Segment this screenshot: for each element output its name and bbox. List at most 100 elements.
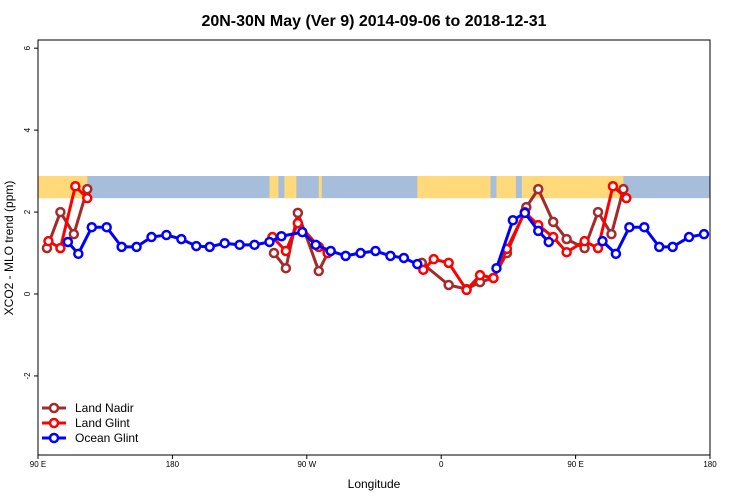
y-tick-label: 4 [23,127,32,132]
data-point [249,239,260,251]
land-region [496,176,516,199]
x-tick-label: 90 E [567,460,583,469]
data-point [385,250,396,262]
data-point [292,207,304,219]
land-region [284,176,297,199]
data-point [70,181,81,192]
legend-label: Ocean Glint [75,431,139,445]
data-point [276,230,287,242]
legend-marker [48,417,60,429]
series-line [47,184,89,250]
chart-title: 20N-30N May (Ver 9) 2014-09-06 to 2018-1… [201,13,546,30]
data-point [292,217,304,229]
data-point [488,272,499,284]
series-land-nadir [41,183,629,295]
data-point [443,257,454,269]
data-point [73,248,84,260]
x-tick-label: 90 E [30,460,46,469]
data-point [264,236,275,248]
x-tick-label: 90 W [297,460,316,469]
data-point [533,225,544,237]
data-point [543,236,554,248]
data-point [325,245,336,257]
data-point [55,242,66,254]
data-point [443,279,454,291]
data-point [491,262,502,274]
land-region [521,176,624,199]
data-point [610,248,622,260]
y-axis: 6 4 2 0 -2 [23,45,38,379]
x-tick-label: 180 [166,460,180,469]
data-point [683,231,695,243]
legend-item: Ocean Glint [42,431,139,445]
data-point [310,239,322,251]
data-point [146,231,157,243]
data-point [607,181,619,192]
x-tick-label: 180 [703,460,717,469]
data-point [191,240,202,252]
legend-item: Land Nadir [42,401,134,415]
data-point [624,221,635,233]
data-point [234,239,245,251]
data-point [519,207,531,219]
data-point [461,284,472,296]
data-point [219,237,230,249]
data-point [297,226,308,238]
data-point [653,241,665,253]
data-point [43,235,54,247]
data-point [561,233,572,245]
data-point [547,216,559,228]
y-axis-label: XCO2 - MLO trend (ppm) [2,181,16,316]
data-point [131,241,142,253]
legend-marker [48,432,60,444]
series-lines [41,181,710,296]
series-line [422,184,628,292]
legend-marker [48,402,60,414]
series-ocean-glint [62,207,710,274]
data-point [618,183,629,195]
data-point [533,183,544,195]
data-point [597,235,608,247]
y-tick-label: 6 [23,45,32,50]
data-point [82,183,93,195]
legend-label: Land Nadir [75,401,134,415]
y-tick-label: 0 [23,291,32,296]
data-point [621,192,632,204]
data-point [507,215,519,226]
data-point [370,245,381,257]
data-point [101,221,112,233]
data-point [340,250,351,262]
data-point [474,269,486,281]
data-point [176,233,187,245]
x-tick-label: 0 [439,460,444,469]
data-point [579,235,590,247]
data-point [68,228,80,240]
legend-item: Land Glint [42,416,130,430]
data-point [412,258,423,270]
data-point [355,247,366,259]
data-point [561,246,572,258]
y-tick-label: -2 [23,372,32,380]
legend-label: Land Glint [75,416,130,430]
data-point [606,228,617,240]
plot-frame [37,39,711,456]
y-tick-label: 2 [23,209,32,214]
data-point [86,221,98,233]
data-point [428,253,439,265]
data-point [116,241,127,253]
data-point [280,245,292,257]
data-point [313,265,324,277]
data-point [398,252,410,264]
data-point [204,241,215,253]
data-point [62,236,74,248]
data-point [418,264,429,276]
data-point [592,206,604,218]
data-point [280,262,292,274]
data-point [698,228,710,240]
data-point [639,221,650,233]
data-point [161,229,172,241]
land-region [269,176,279,199]
land-region [318,176,322,199]
data-point [667,241,678,253]
